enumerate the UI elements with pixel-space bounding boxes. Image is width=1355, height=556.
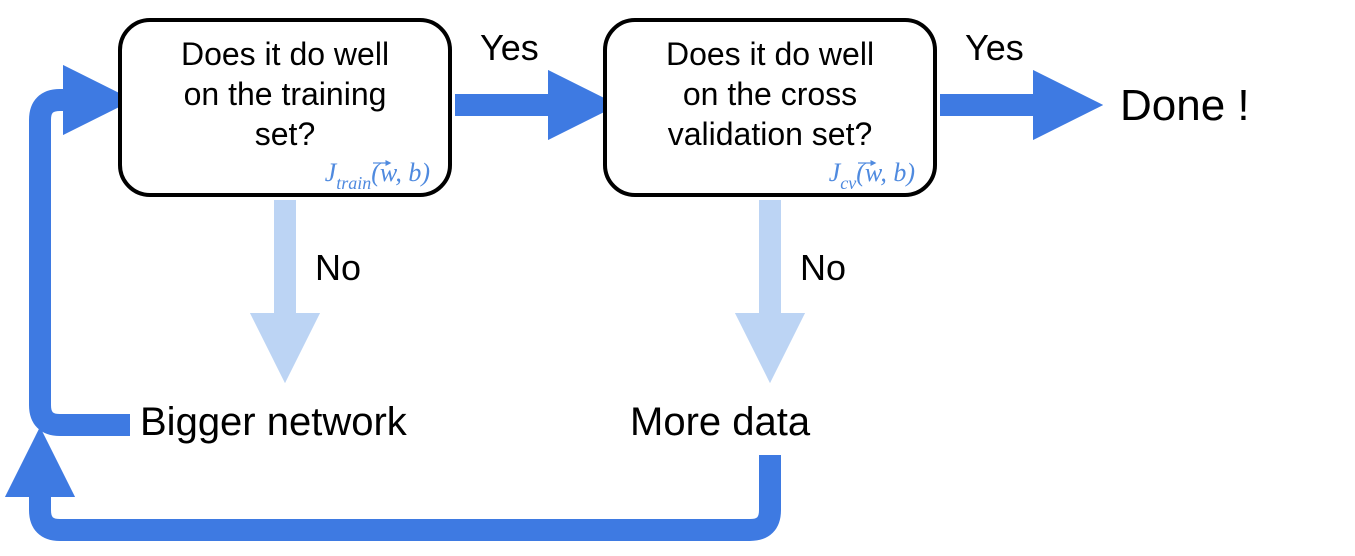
label-no-1: No [315, 247, 361, 288]
label-more-data: More data [630, 400, 811, 444]
svg-text:Does it do well: Does it do well [181, 36, 389, 72]
flowchart-canvas: Does it do well on the training set? Jtr… [0, 0, 1355, 556]
label-yes-1: Yes [480, 27, 539, 68]
svg-text:set?: set? [255, 116, 315, 152]
svg-text:on the cross: on the cross [683, 76, 857, 112]
label-no-2: No [800, 247, 846, 288]
svg-text:on the training: on the training [184, 76, 387, 112]
svg-text:Does it do well: Does it do well [666, 36, 874, 72]
label-bigger-network: Bigger network [140, 400, 408, 444]
loop-arrow-moredata [40, 455, 770, 530]
svg-text:validation set?: validation set? [668, 116, 873, 152]
node-cv: Does it do well on the cross validation … [605, 20, 935, 195]
node-train: Does it do well on the training set? Jtr… [120, 20, 450, 195]
loop-arrow-bigger [40, 100, 130, 425]
label-yes-2: Yes [965, 27, 1024, 68]
label-done: Done ! [1120, 81, 1250, 130]
